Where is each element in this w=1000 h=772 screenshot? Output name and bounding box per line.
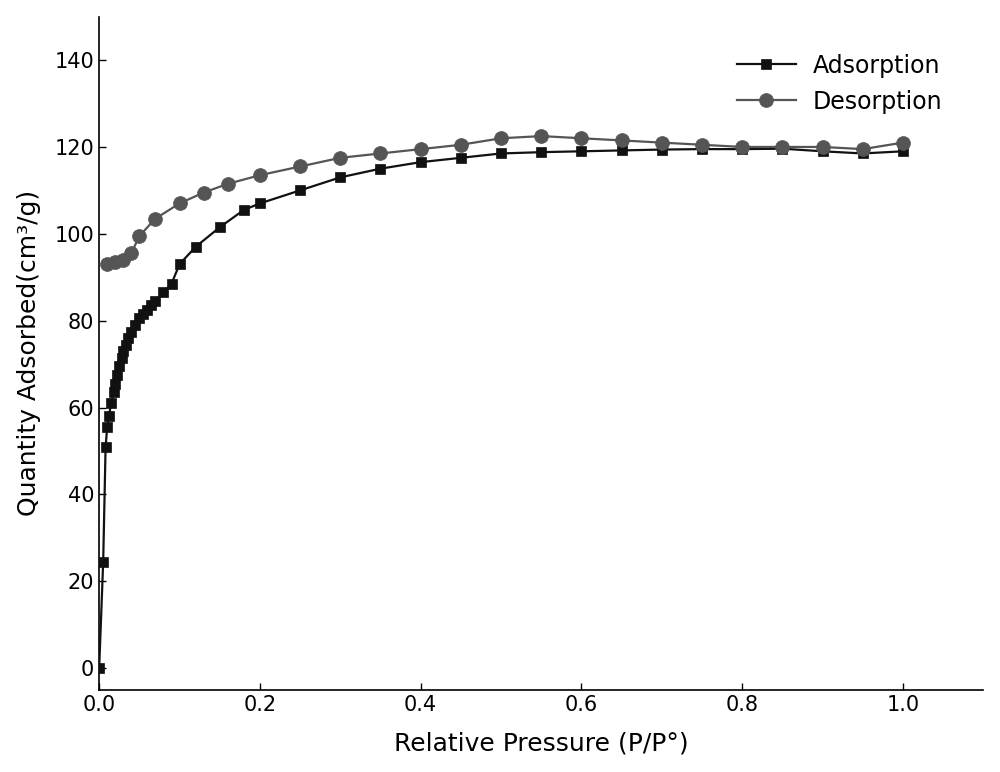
Desorption: [174, 198, 186, 208]
Desorption: [535, 131, 547, 141]
Adsorption: [100, 442, 112, 452]
Desorption: [616, 136, 628, 145]
Adsorption: [897, 147, 909, 156]
Desorption: [198, 188, 210, 197]
Adsorption: [575, 147, 587, 156]
Adsorption: [857, 149, 869, 158]
Desorption: [117, 256, 129, 265]
Adsorption: [109, 379, 121, 388]
Desorption: [149, 214, 161, 223]
Desorption: [897, 138, 909, 147]
Desorption: [415, 144, 427, 154]
Adsorption: [101, 422, 113, 432]
Adsorption: [108, 388, 120, 397]
Adsorption: [238, 205, 250, 215]
Adsorption: [149, 296, 161, 306]
Desorption: [495, 134, 507, 143]
Adsorption: [145, 301, 157, 310]
Adsorption: [374, 164, 386, 173]
Y-axis label: Quantity Adsorbed(cm³/g): Quantity Adsorbed(cm³/g): [17, 190, 41, 516]
Desorption: [817, 142, 829, 151]
Adsorption: [105, 398, 117, 408]
Adsorption: [116, 353, 128, 362]
Desorption: [222, 179, 234, 188]
Line: Adsorption: Adsorption: [94, 144, 908, 673]
Adsorption: [125, 327, 137, 336]
Line: Desorption: Desorption: [100, 129, 910, 271]
Desorption: [109, 257, 121, 266]
Adsorption: [166, 279, 178, 289]
Adsorption: [97, 557, 109, 567]
Desorption: [776, 142, 788, 151]
Adsorption: [415, 157, 427, 167]
Desorption: [696, 141, 708, 150]
Adsorption: [137, 310, 149, 319]
Adsorption: [157, 288, 169, 297]
Adsorption: [113, 361, 125, 371]
Adsorption: [817, 147, 829, 156]
Desorption: [294, 162, 306, 171]
Adsorption: [455, 153, 467, 162]
Desorption: [656, 138, 668, 147]
Adsorption: [334, 173, 346, 182]
Adsorption: [190, 242, 202, 252]
Desorption: [334, 153, 346, 162]
Adsorption: [122, 334, 134, 343]
Adsorption: [93, 663, 105, 672]
Desorption: [455, 141, 467, 150]
Adsorption: [103, 411, 115, 421]
Adsorption: [117, 347, 129, 356]
Desorption: [101, 259, 113, 269]
Adsorption: [174, 259, 186, 269]
Adsorption: [133, 314, 145, 323]
Adsorption: [736, 144, 748, 154]
Desorption: [374, 149, 386, 158]
Adsorption: [535, 147, 547, 157]
Adsorption: [616, 146, 628, 155]
Desorption: [575, 134, 587, 143]
Desorption: [133, 232, 145, 241]
Adsorption: [294, 186, 306, 195]
Desorption: [857, 144, 869, 154]
Legend: Adsorption, Desorption: Adsorption, Desorption: [725, 42, 954, 125]
X-axis label: Relative Pressure (P/P°): Relative Pressure (P/P°): [394, 731, 689, 755]
Adsorption: [696, 144, 708, 154]
Adsorption: [129, 320, 141, 330]
Adsorption: [111, 371, 123, 380]
Adsorption: [656, 145, 668, 154]
Desorption: [254, 171, 266, 180]
Desorption: [125, 249, 137, 258]
Adsorption: [120, 340, 132, 349]
Adsorption: [495, 149, 507, 158]
Adsorption: [254, 198, 266, 208]
Adsorption: [214, 222, 226, 232]
Desorption: [736, 142, 748, 151]
Adsorption: [776, 144, 788, 154]
Adsorption: [141, 305, 153, 314]
